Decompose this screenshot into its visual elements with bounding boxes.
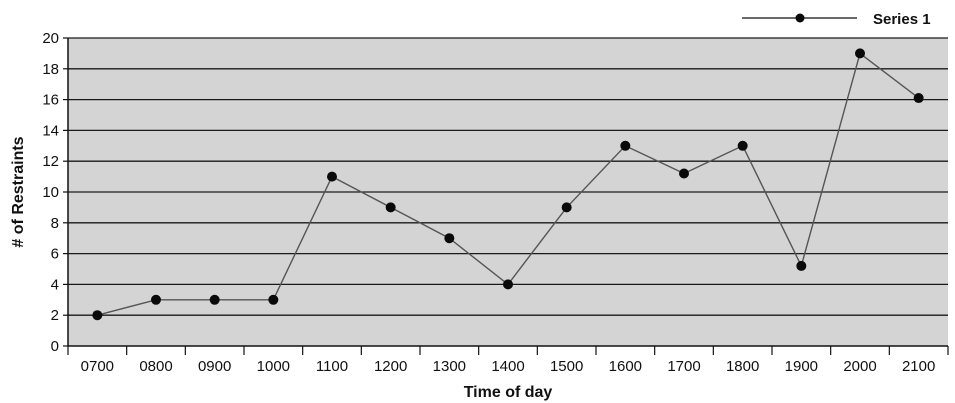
x-tick-label-1400: 1400 [491,358,524,375]
x-axis-title: Time of day [464,384,553,401]
x-tick-label-1100: 1100 [316,358,348,375]
x-tick-label-1800: 1800 [726,358,759,375]
x-axis-ticks: 0700 0800 0900 1000 1100 1200 1300 1400 1500 1600… [67,346,949,375]
legend-marker [795,13,805,23]
y-tick-label-14: 14 [42,122,59,139]
data-point-1500 [561,202,572,213]
data-point-1600 [620,140,631,151]
data-point-1000 [268,294,279,305]
legend-label-series-1: Series 1 [873,11,931,28]
data-point-0700 [92,310,103,321]
y-axis-title: # of Restraints [10,136,27,247]
data-point-1300 [444,233,455,244]
y-tick-label-0: 0 [51,338,59,355]
x-tick-label-0900: 0900 [198,358,231,375]
data-point-2000 [855,48,865,59]
legend: Series 1 [742,11,931,28]
x-tick-label-1700: 1700 [667,358,700,375]
x-tick-label-1900: 1900 [785,358,818,375]
x-tick-label-2100: 2100 [902,358,935,375]
y-tick-label-10: 10 [42,184,59,201]
data-point-1400 [503,279,513,290]
x-tick-label-1000: 1000 [257,358,290,375]
x-tick-label-1200: 1200 [374,358,407,375]
data-point-1700 [679,168,689,179]
series-layer [92,48,924,321]
data-point-2100 [913,93,924,104]
x-tick-label-0700: 0700 [81,358,114,375]
y-tick-label-2: 2 [51,307,59,324]
data-point-1800 [737,140,748,151]
data-point-0900 [209,294,220,305]
data-point-1100 [327,171,337,182]
y-tick-label-18: 18 [42,61,59,78]
x-tick-label-1600: 1600 [609,358,642,375]
x-tick-label-1300: 1300 [433,358,466,375]
x-tick-label-1500: 1500 [550,358,583,375]
y-tick-label-12: 12 [42,153,59,170]
y-tick-label-20: 20 [42,30,59,47]
y-tick-label-8: 8 [51,215,59,232]
y-axis-ticks: 0 2 4 6 8 10 12 14 16 18 20 [42,30,68,355]
y-tick-label-6: 6 [51,246,59,263]
y-tick-label-16: 16 [42,92,59,109]
y-tick-label-4: 4 [51,276,59,293]
data-point-1200 [385,202,396,213]
data-point-1900 [796,260,807,271]
x-tick-label-0800: 0800 [139,358,172,375]
x-tick-label-2000: 2000 [843,358,876,375]
data-point-0800 [151,294,161,305]
